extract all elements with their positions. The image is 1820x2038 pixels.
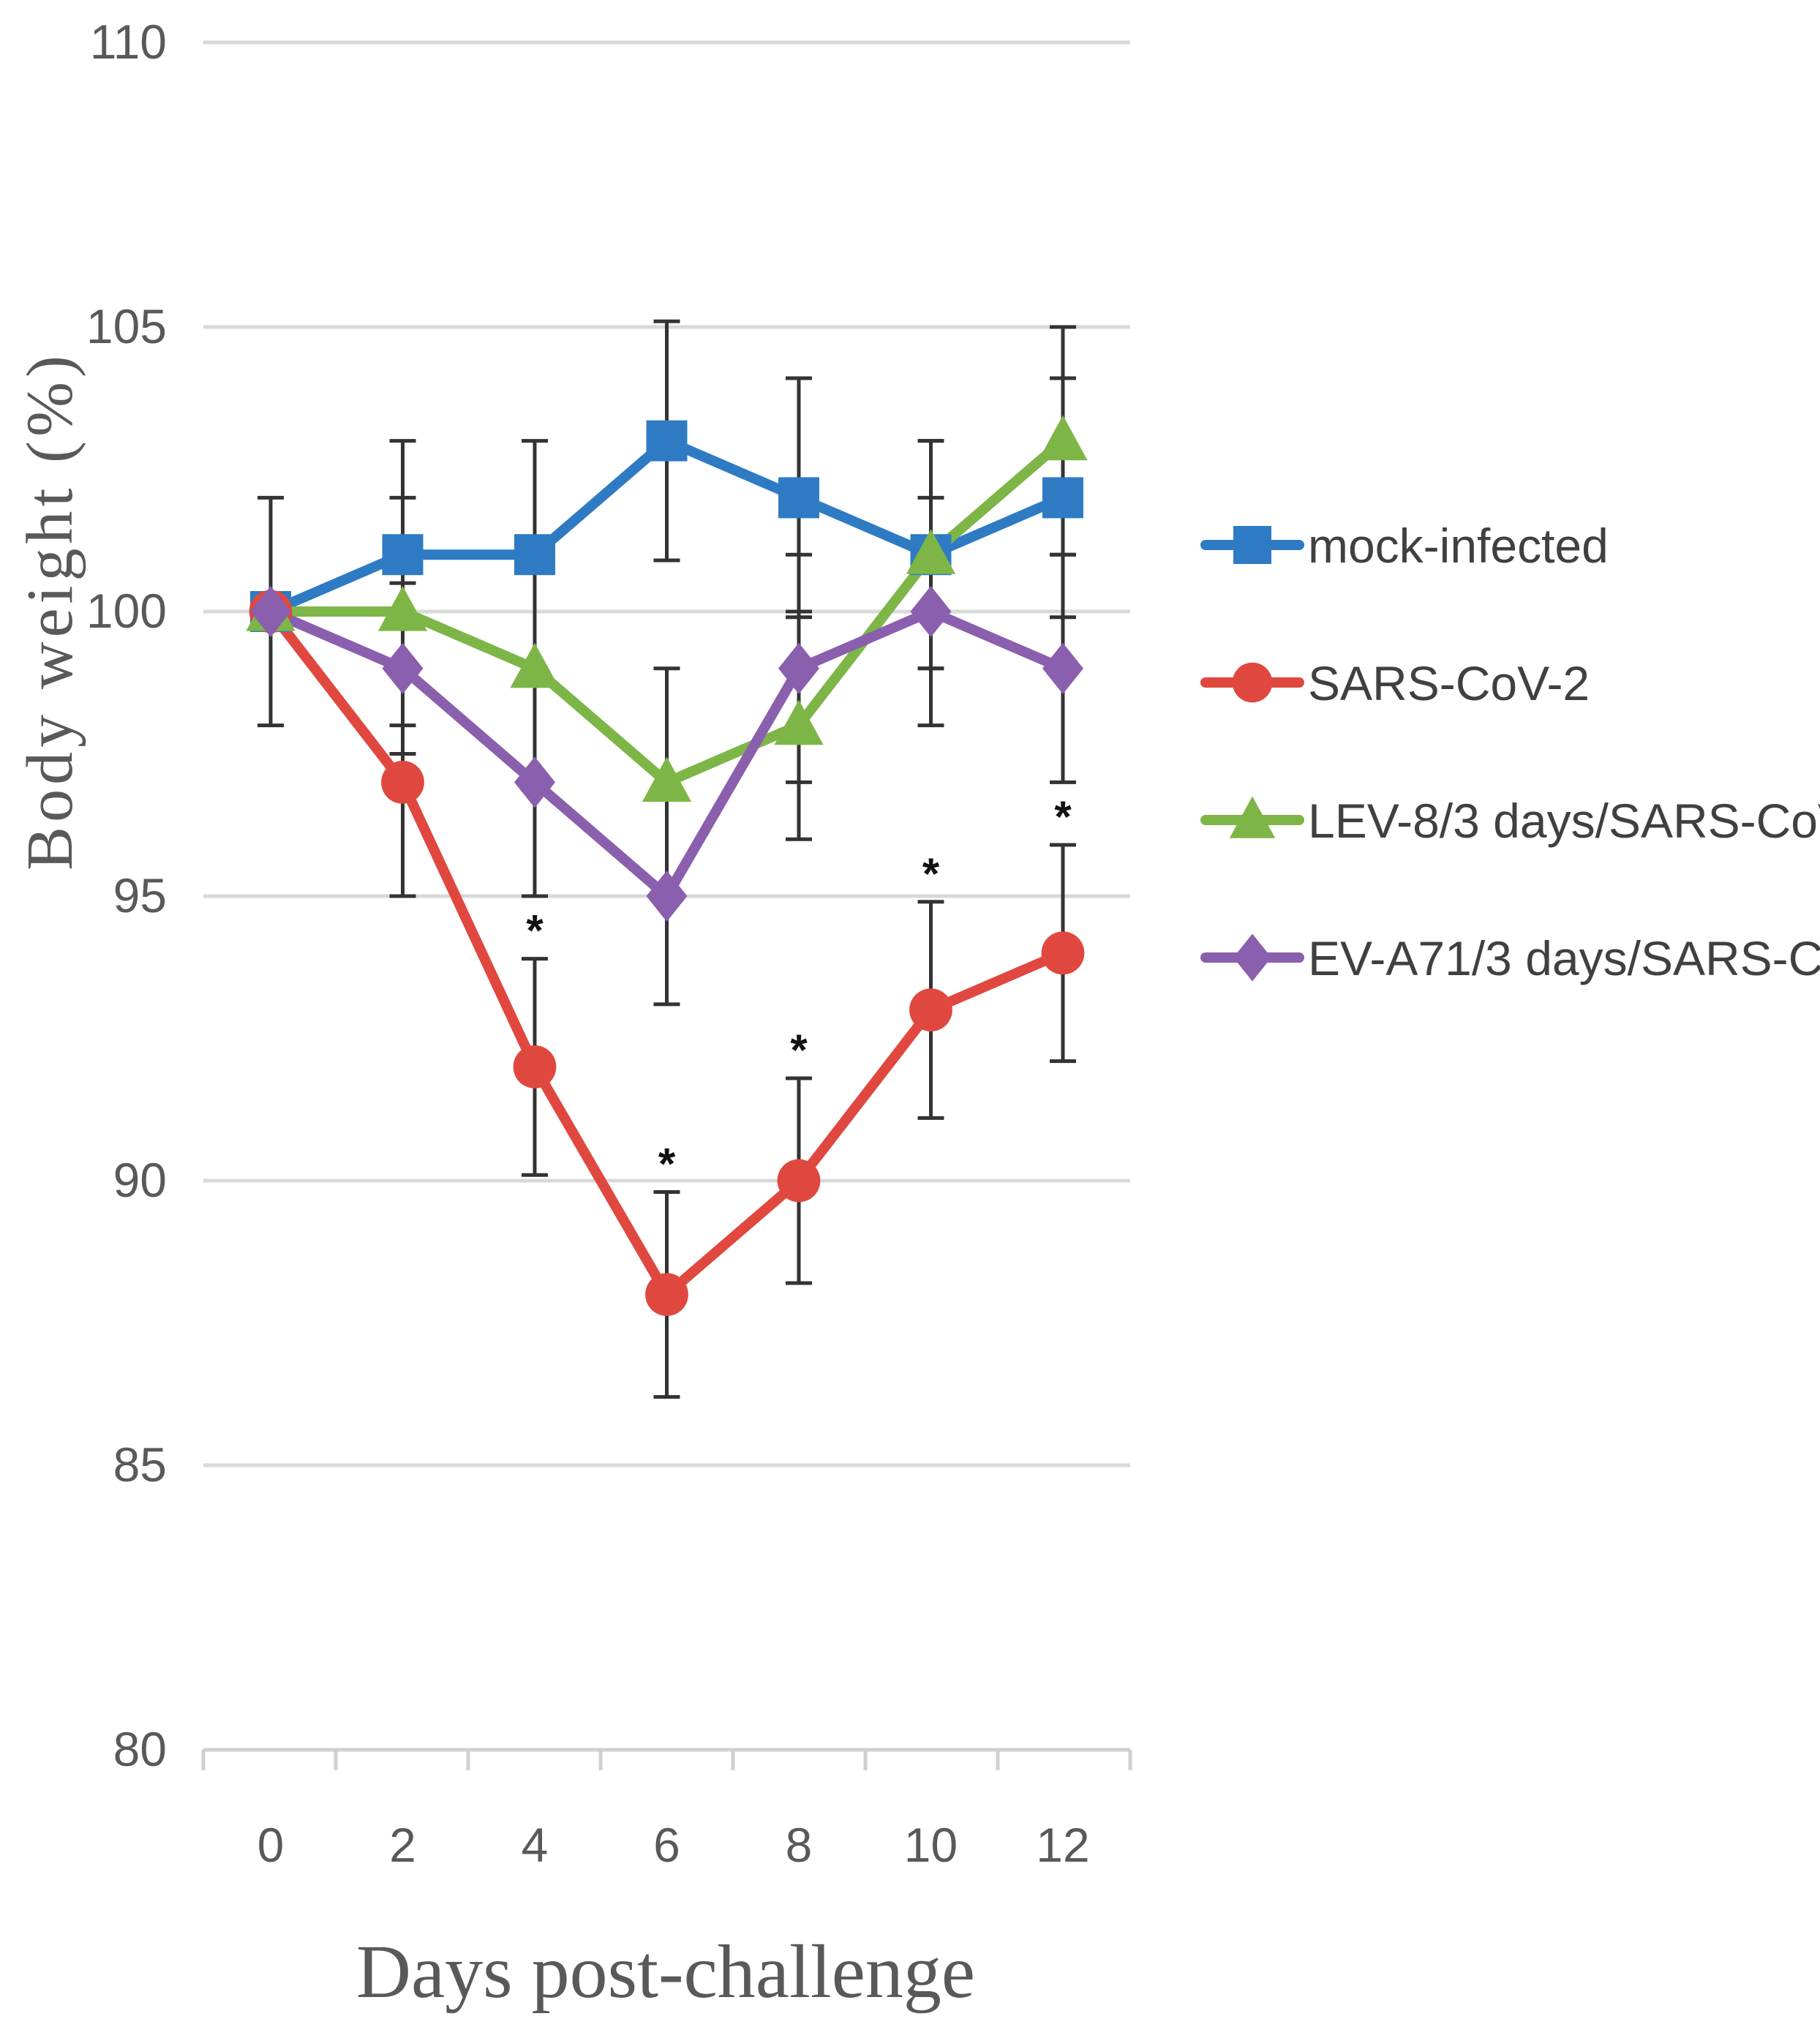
data-point-lev-8-3-days-sars-cov-2 [1038, 415, 1088, 461]
x-tick-label: 10 [904, 1818, 958, 1872]
significance-marker: * [526, 906, 544, 955]
data-point-ev-a71-3-days-sars-cov-2 [514, 756, 555, 808]
y-tick-label: 105 [86, 299, 167, 353]
data-point-sars-cov-2 [513, 1045, 557, 1088]
y-tick-label: 110 [90, 15, 167, 69]
significance-marker: * [1054, 792, 1072, 841]
data-point-sars-cov-2 [777, 1159, 821, 1203]
significance-marker: * [790, 1026, 808, 1075]
data-point-ev-a71-3-days-sars-cov-2 [646, 871, 688, 922]
legend-marker-mock-infected [1233, 526, 1271, 564]
data-point-sars-cov-2 [381, 761, 424, 804]
data-point-ev-a71-3-days-sars-cov-2 [250, 586, 291, 637]
x-tick-label: 2 [389, 1818, 416, 1872]
data-point-ev-a71-3-days-sars-cov-2 [910, 586, 952, 637]
y-tick-label: 95 [113, 868, 167, 922]
y-axis-title: Body weight (%) [14, 351, 86, 871]
x-tick-label: 6 [653, 1818, 680, 1872]
data-point-sars-cov-2 [645, 1273, 688, 1316]
legend-label-ev-a71-3-days-sars-cov-2: EV-A71/3 days/SARS-CoV-2 [1308, 931, 1820, 985]
legend-label-sars-cov-2: SARS-CoV-2 [1308, 656, 1590, 710]
data-point-mock-infected [778, 477, 819, 519]
data-point-sars-cov-2 [909, 988, 952, 1031]
data-point-mock-infected [1042, 477, 1083, 519]
data-point-lev-8-3-days-sars-cov-2 [774, 699, 824, 745]
data-point-ev-a71-3-days-sars-cov-2 [382, 642, 424, 694]
y-tick-label: 100 [86, 584, 167, 638]
x-tick-label: 4 [522, 1818, 549, 1872]
data-point-mock-infected [514, 534, 555, 576]
x-tick-label: 0 [257, 1818, 285, 1872]
x-tick-label: 12 [1036, 1818, 1089, 1872]
data-point-lev-8-3-days-sars-cov-2 [377, 586, 428, 631]
x-tick-label: 8 [786, 1818, 813, 1872]
data-point-mock-infected [382, 534, 424, 576]
y-tick-label: 90 [113, 1153, 167, 1207]
legend-label-lev-8-3-days-sars-cov-2: LEV-8/3 days/SARS-CoV-2 [1308, 794, 1820, 848]
legend-label-mock-infected: mock-infected [1308, 519, 1609, 573]
data-point-ev-a71-3-days-sars-cov-2 [778, 642, 819, 694]
y-tick-label: 80 [113, 1722, 167, 1776]
legend-marker-ev-a71-3-days-sars-cov-2 [1233, 933, 1271, 982]
legend-marker-sars-cov-2 [1232, 662, 1273, 703]
data-point-sars-cov-2 [1041, 931, 1085, 975]
data-point-lev-8-3-days-sars-cov-2 [510, 642, 560, 688]
legend-marker-lev-8-3-days-sars-cov-2 [1229, 796, 1276, 838]
data-point-lev-8-3-days-sars-cov-2 [642, 756, 692, 802]
data-point-lev-8-3-days-sars-cov-2 [906, 529, 956, 574]
y-tick-label: 85 [113, 1437, 167, 1492]
data-point-ev-a71-3-days-sars-cov-2 [1042, 642, 1083, 694]
significance-marker: * [922, 849, 940, 898]
significance-marker: * [658, 1140, 676, 1189]
data-point-mock-infected [646, 420, 688, 462]
x-axis-title: Days post-challenge [356, 1930, 975, 2014]
